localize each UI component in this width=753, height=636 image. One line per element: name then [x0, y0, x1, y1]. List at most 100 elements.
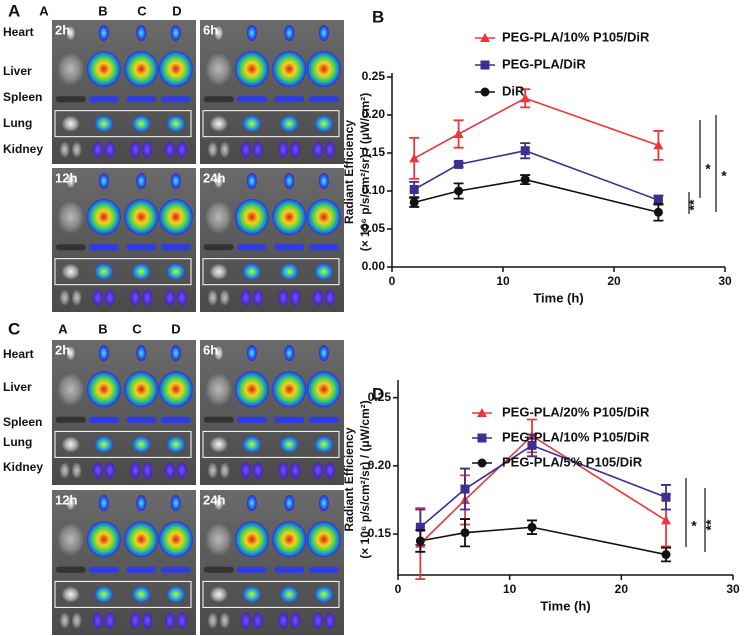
heart — [98, 24, 109, 41]
liver — [56, 372, 85, 407]
spleen — [203, 416, 234, 423]
legend-marker — [477, 458, 487, 468]
significance-label: * — [705, 161, 711, 177]
lung-outline — [54, 258, 192, 286]
kidney — [71, 289, 82, 306]
lung-outline — [202, 430, 340, 458]
lung — [209, 436, 228, 453]
heart — [318, 24, 329, 41]
kidney — [278, 612, 289, 629]
marker — [661, 515, 671, 525]
legend-marker — [480, 60, 490, 70]
marker — [520, 175, 530, 185]
marker — [460, 484, 470, 494]
spleen — [126, 416, 157, 423]
x-tick-label: 0 — [395, 582, 402, 596]
organ-label: Kidney — [3, 460, 43, 474]
y-tick-label: 0.00 — [362, 259, 386, 273]
spleen — [308, 566, 339, 573]
panel-letter: C — [8, 319, 20, 338]
legend-marker — [477, 408, 487, 417]
heart — [213, 495, 224, 512]
liver — [204, 372, 233, 407]
lung — [314, 436, 333, 453]
heart — [65, 495, 76, 512]
significance-label: * — [691, 518, 697, 534]
y-axis-units: (× 10⁶ p/s/cm²/sr) / (μW/cm²) — [358, 93, 372, 252]
heart — [246, 345, 257, 362]
spleen — [203, 96, 234, 103]
y-axis-label: Radiant Efficiency — [342, 427, 356, 531]
spleen — [126, 244, 157, 251]
spleen — [274, 566, 305, 573]
marker — [661, 492, 671, 502]
series-line — [414, 178, 659, 214]
lung — [166, 586, 185, 603]
kidney — [278, 289, 289, 306]
kidney — [252, 141, 263, 158]
spleen — [88, 244, 119, 251]
kidney — [164, 289, 175, 306]
column-label: D — [171, 321, 180, 336]
kidney — [219, 289, 230, 306]
kidney — [176, 612, 187, 629]
panel-letter: B — [372, 7, 384, 26]
chart: B 0.00 0.05 0.10 0.15 0.20 0.25 0 10 20 30 Time (h)… — [342, 7, 732, 305]
kidney — [219, 462, 230, 479]
series-line — [413, 149, 659, 201]
kidney — [290, 612, 301, 629]
kidney — [92, 612, 103, 629]
marker — [520, 93, 531, 103]
heart — [318, 345, 329, 362]
kidney — [130, 462, 141, 479]
spleen — [274, 416, 305, 423]
heart — [170, 172, 181, 189]
liver — [56, 199, 85, 234]
x-tick-label: 10 — [503, 582, 517, 596]
kidney — [59, 462, 70, 479]
kidney — [59, 141, 70, 158]
spleen — [88, 416, 119, 423]
y-tick-label: 0.05 — [362, 221, 386, 235]
liver — [234, 50, 269, 87]
kidney — [142, 612, 153, 629]
lung — [132, 263, 151, 280]
lung — [242, 436, 261, 453]
image-background — [52, 20, 196, 164]
lung — [280, 436, 299, 453]
heart — [170, 345, 181, 362]
heart — [65, 24, 76, 41]
kidney — [219, 141, 230, 158]
marker — [409, 197, 419, 207]
series-line — [413, 97, 659, 160]
heart — [136, 24, 147, 41]
kidney — [59, 289, 70, 306]
legend-label: PEG-PLA/10% P105/DiR — [502, 429, 650, 444]
liver — [124, 521, 159, 558]
kidney — [71, 141, 82, 158]
kidney — [324, 141, 335, 158]
time-label: 6h — [203, 342, 218, 357]
heart — [170, 495, 181, 512]
spleen — [236, 96, 267, 103]
marker — [653, 140, 664, 150]
spleen — [88, 96, 119, 103]
spleen — [88, 566, 119, 573]
marker — [454, 159, 464, 169]
kidney — [164, 141, 175, 158]
time-label: 24h — [203, 170, 225, 185]
kidney — [130, 289, 141, 306]
kidney — [176, 462, 187, 479]
heart — [318, 495, 329, 512]
liver — [124, 371, 159, 408]
legend-label: PEG-PLA/10% P105/DiR — [502, 29, 650, 44]
heart — [284, 24, 295, 41]
column-label: C — [137, 3, 147, 18]
legend-label: DiR — [502, 83, 525, 98]
kidney — [290, 289, 301, 306]
kidney — [92, 462, 103, 479]
spleen — [236, 244, 267, 251]
liver — [272, 198, 307, 235]
x-axis-label: Time (h) — [540, 598, 590, 613]
liver — [158, 371, 193, 408]
